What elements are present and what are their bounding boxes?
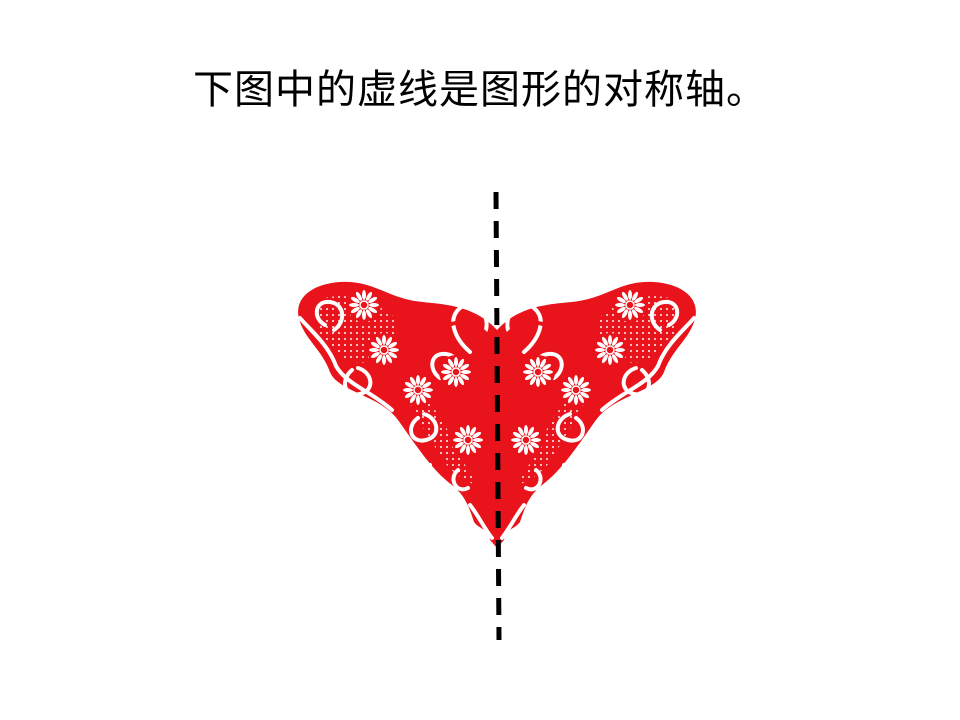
symmetry-axis-dashed-line — [493, 191, 502, 641]
slide-title: 下图中的虚线是图形的对称轴。 — [193, 67, 767, 113]
